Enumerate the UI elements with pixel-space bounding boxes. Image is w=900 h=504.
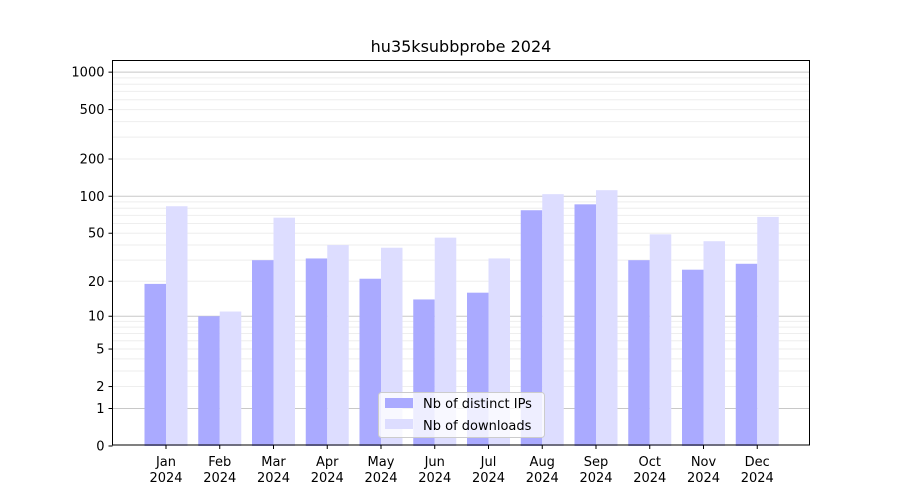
y-tick-label: 50 — [88, 227, 105, 242]
bar-downloads — [327, 245, 349, 446]
legend-frame — [378, 392, 545, 438]
y-tick-label: 20 — [88, 275, 105, 290]
y-tick-label: 500 — [80, 103, 105, 118]
x-tick-label: Nov 2024 — [687, 455, 720, 486]
bar-distinct-ips — [198, 316, 220, 446]
x-tick-label: Mar 2024 — [257, 455, 290, 486]
x-tick-label: Dec 2024 — [741, 455, 774, 486]
bar-distinct-ips — [574, 204, 596, 446]
y-tick-label: 1000 — [71, 66, 104, 81]
bars — [144, 190, 779, 446]
legend: Nb of distinct IPs Nb of downloads — [378, 392, 545, 438]
legend-label-downloads: Nb of downloads — [423, 419, 532, 434]
bar-downloads — [273, 217, 295, 446]
bar-distinct-ips — [305, 258, 328, 446]
bar-downloads — [757, 216, 779, 446]
bar-downloads — [703, 241, 725, 446]
x-tick-label: Jul 2024 — [472, 455, 505, 486]
plot-frame — [112, 60, 810, 446]
x-tick-label: May 2024 — [364, 455, 397, 486]
bar-distinct-ips — [520, 210, 543, 446]
y-tick-label: 200 — [80, 153, 105, 168]
y-tick-label: 0 — [96, 440, 104, 455]
y-axis: 0 1 2 5 10 20 50 100 200 500 1000 — [71, 66, 113, 455]
x-tick-label: Jan 2024 — [149, 455, 182, 486]
bar-distinct-ips — [144, 283, 166, 446]
legend-swatch-downloads — [385, 419, 413, 429]
x-axis: Jan 2024 Feb 2024 Mar 2024 Apr 2024 May 2024 Jun 20… — [149, 445, 774, 486]
bar-distinct-ips — [682, 269, 704, 446]
x-tick-label: Apr 2024 — [311, 455, 344, 486]
y-tick-label: 5 — [96, 343, 104, 358]
bar-downloads — [542, 194, 564, 446]
bar-downloads — [649, 234, 672, 446]
y-tick-label: 1 — [96, 402, 104, 417]
bar-downloads — [219, 311, 242, 446]
y-tick-label: 100 — [80, 190, 105, 205]
y-tick-label: 10 — [88, 310, 105, 325]
bar-distinct-ips — [359, 278, 381, 446]
chart-title: hu35ksubbprobe 2024 — [371, 37, 552, 56]
bar-downloads — [596, 190, 618, 446]
bar-downloads — [166, 206, 188, 446]
legend-label-ips: Nb of distinct IPs — [423, 397, 532, 412]
x-tick-label: Aug 2024 — [526, 455, 559, 486]
bar-distinct-ips — [252, 260, 274, 446]
bar-distinct-ips — [735, 263, 758, 446]
y-tick-label: 2 — [96, 380, 104, 395]
x-tick-label: Jun 2024 — [418, 455, 451, 486]
x-tick-label: Feb 2024 — [203, 455, 236, 486]
x-tick-label: Sep 2024 — [579, 455, 612, 486]
legend-swatch-ips — [385, 398, 413, 408]
bar-distinct-ips — [628, 260, 650, 446]
x-tick-label: Oct 2024 — [633, 455, 666, 486]
